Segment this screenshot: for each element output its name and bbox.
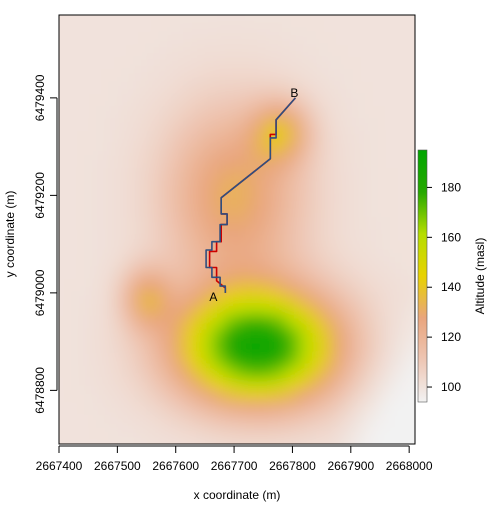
y-axis-label: y coordinate (m) (3, 191, 17, 278)
x-tick-label: 2667500 (94, 459, 141, 473)
y-axis: 6478800 6479000 6479200 6479400 (33, 74, 58, 414)
route-endpoints: AB (209, 86, 298, 304)
x-tick-label: 2667900 (327, 459, 374, 473)
colorbar-tick-label: 100 (441, 380, 461, 394)
x-tick-label: 2667800 (269, 459, 316, 473)
colorbar-tick-label: 140 (441, 280, 461, 294)
route-paths (205, 97, 297, 293)
plot-frame (58, 14, 416, 445)
x-tick-label: 2667600 (152, 459, 199, 473)
y-tick-label: 6479400 (33, 74, 47, 121)
point-label-a: A (209, 290, 217, 304)
colorbar-tick-label: 120 (441, 330, 461, 344)
colorbar-gradient (417, 149, 428, 403)
y-tick-label: 6479000 (33, 269, 47, 316)
route-line-2 (205, 97, 297, 293)
altitude-raster (59, 15, 415, 444)
colorbar-tick-label: 180 (441, 180, 461, 194)
x-tick-label: 2667700 (211, 459, 258, 473)
x-tick-label: 2668000 (386, 459, 433, 473)
colorbar: 100 120 140 160 180 (417, 149, 461, 403)
x-axis-label: x coordinate (m) (194, 488, 281, 502)
colorbar-tick-label: 160 (441, 230, 461, 244)
y-tick-label: 6478800 (33, 367, 47, 414)
x-axis: 2667400 2667500 2667600 2667700 2667800 26679… (36, 445, 433, 473)
x-tick-label: 2667400 (36, 459, 83, 473)
y-tick-label: 6479200 (33, 172, 47, 219)
point-label-b: B (290, 86, 298, 100)
colorbar-label: Altitude (masl) (473, 238, 487, 315)
